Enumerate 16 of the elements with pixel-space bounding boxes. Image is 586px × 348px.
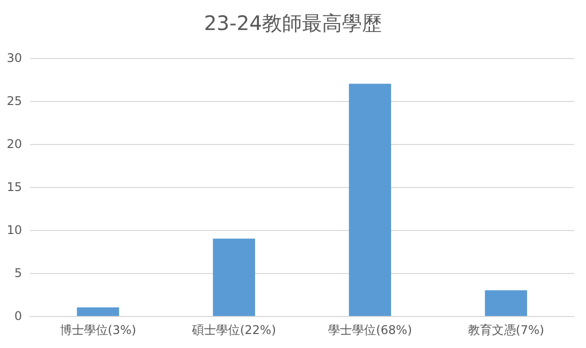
bar: [76, 307, 120, 316]
y-tick-label: 10: [6, 223, 22, 237]
y-tick-label: 5: [14, 266, 22, 280]
x-tick-label: 學士學位(68%): [328, 323, 412, 337]
bar: [484, 290, 528, 316]
bar: [348, 84, 392, 316]
chart-title: 23-24教師最高學歷: [204, 11, 382, 35]
y-tick-label: 20: [6, 137, 22, 151]
y-tick-label: 30: [6, 51, 22, 65]
y-tick-label: 15: [6, 180, 22, 194]
x-tick-label: 碩士學位(22%): [190, 323, 276, 337]
y-tick-label: 0: [14, 309, 22, 323]
x-tick-label: 博士學位(3%): [60, 323, 136, 337]
bar: [212, 238, 256, 316]
y-tick-label: 25: [6, 94, 22, 108]
x-tick-label: 教育文憑(7%): [468, 323, 544, 337]
